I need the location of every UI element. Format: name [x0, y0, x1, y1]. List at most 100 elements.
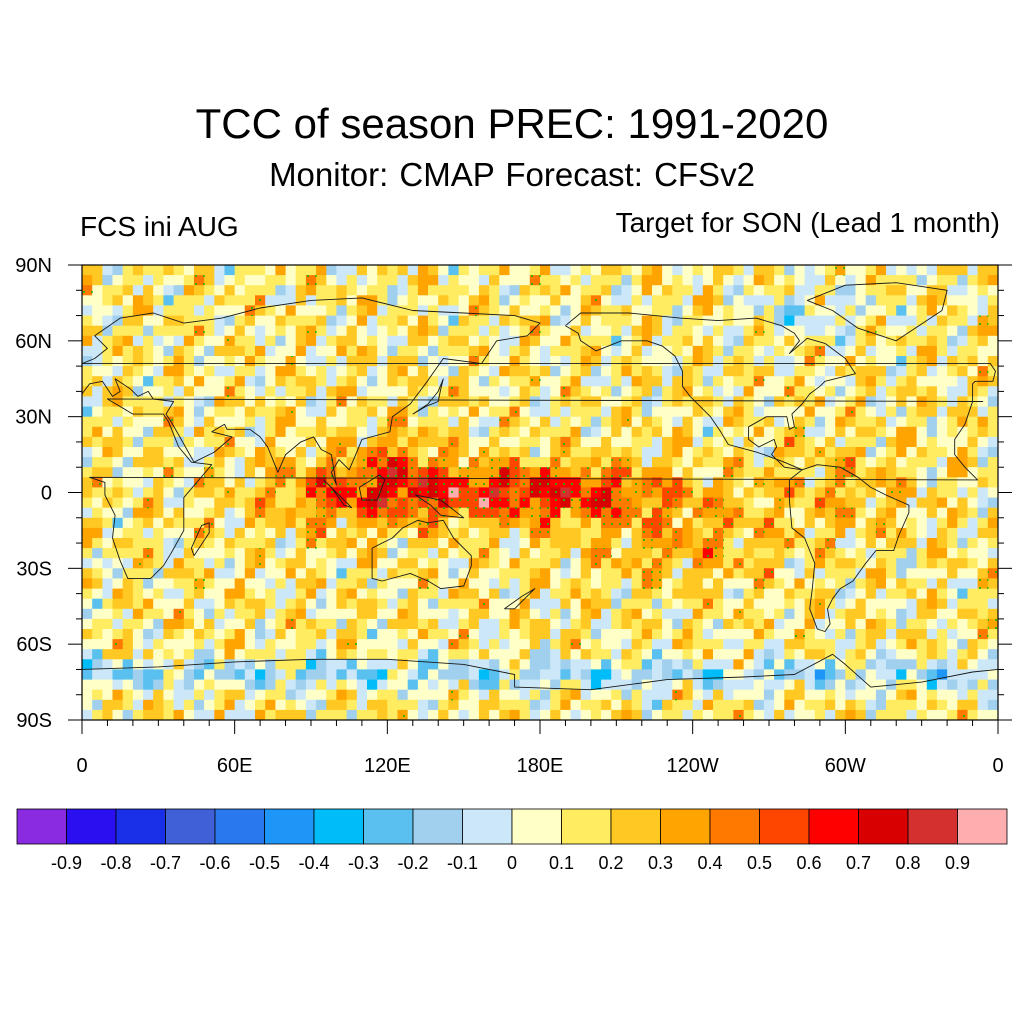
field-cell: [428, 386, 439, 397]
field-cell: [957, 335, 969, 347]
field-cell: [692, 305, 704, 317]
field-cell: [570, 467, 582, 478]
field-cell: [367, 689, 378, 701]
field-cell: [112, 457, 124, 468]
field-cell: [417, 679, 429, 691]
field-cell: [560, 669, 572, 681]
field-cell: [316, 548, 327, 559]
field-cell: [936, 649, 948, 660]
field-cell: [936, 709, 948, 720]
field-cell: [173, 578, 185, 590]
coastline: [412, 378, 444, 415]
field-cell: [947, 305, 958, 317]
field-cell: [926, 305, 938, 317]
field-cell: [570, 629, 582, 640]
field-cell: [489, 527, 500, 539]
field-cell: [662, 679, 673, 691]
field-cell: [621, 639, 633, 650]
target-label: Target for SON (Lead 1 month): [615, 207, 1000, 238]
field-cell: [865, 507, 877, 519]
field-cell: [102, 578, 114, 590]
field-cell: [590, 426, 602, 438]
stipple-cell: [560, 487, 572, 499]
field-cell: [906, 527, 918, 539]
field-cell: [835, 285, 846, 296]
field-cell: [804, 436, 816, 448]
field-cell: [519, 376, 531, 387]
field-cell: [825, 447, 836, 458]
field-cell: [265, 649, 276, 660]
field-cell: [509, 426, 521, 438]
field-cell: [590, 689, 602, 701]
field-cell: [784, 426, 796, 438]
field-cell: [214, 295, 226, 306]
field-cell: [82, 558, 93, 569]
field-cell: [845, 315, 857, 327]
field-cell: [763, 406, 775, 418]
field-cell: [102, 436, 114, 448]
colorbar-label: 0.7: [845, 853, 872, 873]
field-cell: [977, 618, 989, 630]
field-cell: [82, 538, 93, 549]
field-cell: [967, 629, 979, 640]
field-cell: [753, 538, 765, 549]
field-cell: [468, 548, 480, 559]
field-cell: [560, 356, 572, 367]
stipple-cell: [346, 487, 358, 499]
stipple-cell: [478, 447, 490, 458]
field-cell: [916, 699, 928, 711]
field-cell: [580, 416, 592, 428]
field-cell: [92, 649, 103, 660]
field-cell: [580, 699, 592, 711]
field-cell: [153, 325, 164, 337]
field-cell: [438, 699, 449, 711]
field-cell: [428, 527, 439, 539]
field-cell: [896, 517, 907, 529]
field-cell: [987, 275, 998, 286]
field-cell: [753, 517, 765, 529]
field-cell: [896, 568, 907, 579]
field-cell: [204, 689, 215, 701]
field-cell: [692, 629, 704, 640]
field-cell: [947, 659, 958, 670]
field-cell: [540, 386, 551, 397]
field-cell: [590, 618, 602, 630]
field-cell: [580, 325, 592, 337]
field-cell: [183, 608, 195, 620]
field-cell: [713, 699, 724, 711]
field-cell: [265, 406, 276, 418]
field-cell: [743, 497, 755, 509]
field-cell: [702, 457, 714, 468]
field-cell: [814, 457, 826, 468]
field-cell: [540, 608, 551, 620]
field-cell: [489, 416, 500, 428]
field-cell: [865, 447, 877, 458]
field-cell: [723, 426, 734, 438]
field-cell: [743, 406, 755, 418]
field-cell: [234, 639, 246, 650]
field-cell: [926, 649, 938, 660]
field-cell: [417, 629, 429, 640]
field-cell: [183, 558, 195, 569]
field-cell: [478, 588, 490, 600]
field-cell: [987, 335, 998, 347]
field-cell: [458, 598, 470, 610]
field-cell: [794, 689, 806, 701]
field-cell: [122, 396, 134, 408]
field-cell: [428, 709, 439, 720]
field-cell: [977, 548, 989, 559]
field-cell: [499, 689, 511, 701]
field-cell: [387, 639, 399, 650]
field-cell: [896, 527, 907, 539]
field-cell: [173, 558, 185, 569]
field-cell: [275, 335, 287, 347]
field-cell: [489, 639, 500, 650]
field-cell: [275, 709, 287, 720]
stipple-cell: [896, 487, 907, 499]
field-cell: [316, 315, 327, 327]
field-cell: [580, 548, 592, 559]
stipple-cell: [417, 517, 429, 529]
field-cell: [763, 639, 775, 650]
field-cell: [611, 558, 622, 569]
field-cell: [743, 376, 755, 387]
